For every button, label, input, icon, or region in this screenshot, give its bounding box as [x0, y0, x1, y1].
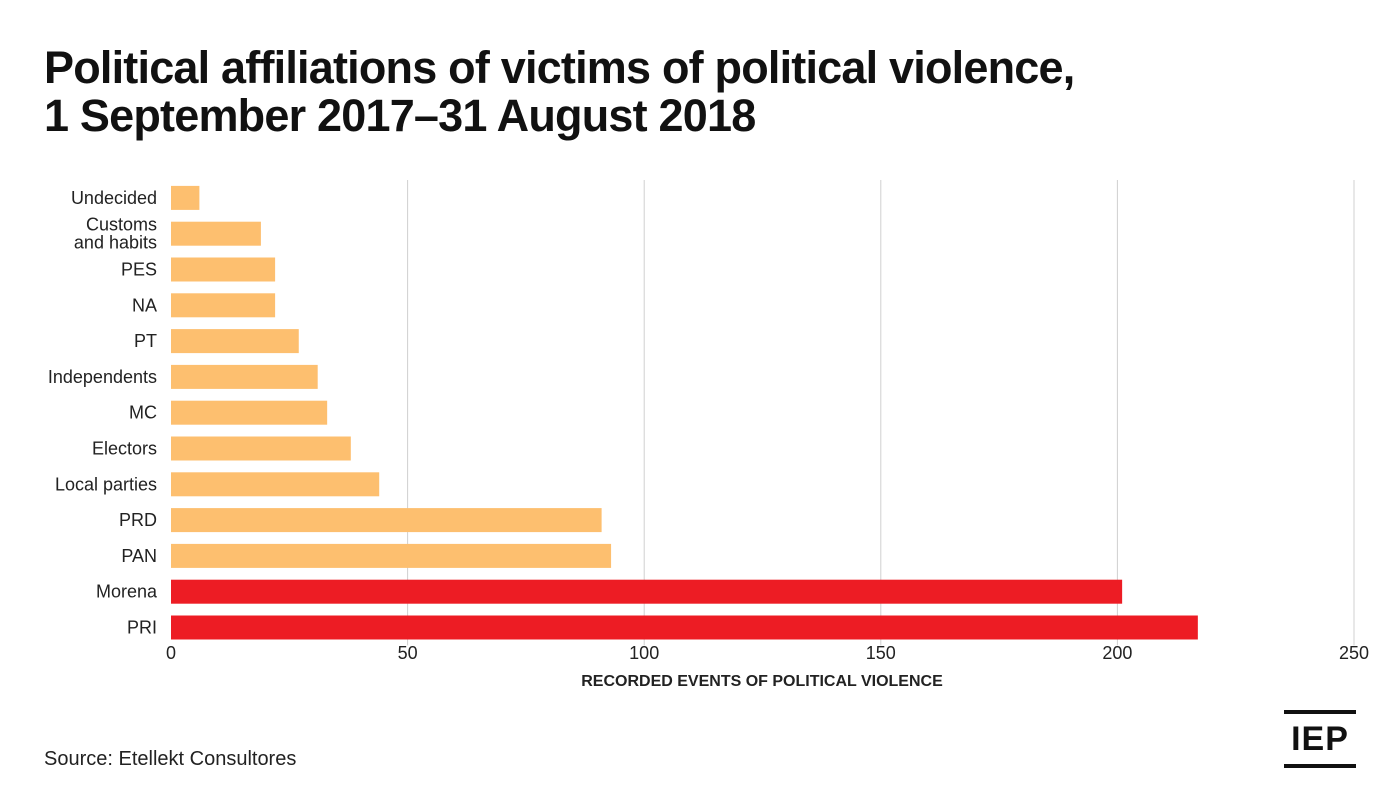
- category-label: MC: [129, 403, 157, 423]
- bar: [171, 364, 318, 389]
- bar: [171, 257, 276, 282]
- category-label-line: Morena: [96, 582, 158, 602]
- x-tick-label: 50: [398, 643, 418, 663]
- category-label-line: NA: [132, 295, 157, 315]
- category-label-line: Independents: [48, 367, 157, 387]
- bar: [171, 579, 1123, 604]
- category-label-line: PRI: [127, 618, 157, 638]
- category-label: Customs and habits: [74, 215, 157, 253]
- category-label-line: PES: [121, 260, 157, 280]
- category-labels: Undecided Customs and habits PES NA PT Indepen…: [48, 188, 158, 638]
- category-label-line: Electors: [92, 439, 157, 459]
- category-label-line: Customs: [86, 215, 157, 235]
- source-note: Source: Etellekt Consultores: [44, 748, 297, 770]
- category-label: NA: [132, 295, 157, 315]
- logo-bottom-bar: [1284, 764, 1356, 768]
- bar: [171, 293, 276, 318]
- category-label-line: PAN: [121, 546, 157, 566]
- category-label-line: Undecided: [71, 188, 157, 208]
- category-label: PAN: [121, 546, 157, 566]
- bar-chart: Undecided Customs and habits PES NA PT Indepen…: [48, 180, 1369, 690]
- bar: [171, 472, 380, 497]
- bar: [171, 221, 261, 246]
- category-label: PT: [134, 331, 157, 351]
- logo-text: IEP: [1291, 720, 1349, 758]
- category-label: Local parties: [55, 474, 157, 494]
- x-tick-labels: 0 50 100 150 200 250: [166, 643, 1369, 663]
- category-label-line: MC: [129, 403, 157, 423]
- category-label: Undecided: [71, 188, 157, 208]
- x-tick-label: 100: [629, 643, 659, 663]
- iep-logo: IEP: [1284, 710, 1356, 768]
- x-tick-label: 0: [166, 643, 176, 663]
- bar: [171, 185, 200, 210]
- bar: [171, 615, 1198, 640]
- category-label: PRI: [127, 618, 157, 638]
- category-label-line: and habits: [74, 233, 157, 253]
- bar: [171, 436, 351, 461]
- category-label-line: PT: [134, 331, 157, 351]
- gridlines: [407, 180, 1355, 646]
- category-label: Independents: [48, 367, 157, 387]
- bars: [171, 185, 1198, 640]
- x-axis-label: RECORDED EVENTS OF POLITICAL VIOLENCE: [581, 673, 943, 690]
- bar: [171, 400, 328, 425]
- x-tick-label: 200: [1102, 643, 1132, 663]
- bar: [171, 543, 612, 568]
- chart-title-line-2: 1 September 2017–31 August 2018: [44, 90, 756, 141]
- category-label: Electors: [92, 439, 157, 459]
- category-label: PES: [121, 260, 157, 280]
- chart-title-line-1: Political affiliations of victims of pol…: [44, 42, 1075, 93]
- x-tick-label: 250: [1339, 643, 1369, 663]
- chart-title: Political affiliations of victims of pol…: [44, 44, 1344, 140]
- logo-top-bar: [1284, 710, 1356, 714]
- bar: [171, 329, 299, 354]
- category-label: PRD: [119, 510, 157, 530]
- category-label: Morena: [96, 582, 158, 602]
- x-tick-label: 150: [866, 643, 896, 663]
- category-label-line: PRD: [119, 510, 157, 530]
- category-label-line: Local parties: [55, 474, 157, 494]
- bar: [171, 508, 602, 533]
